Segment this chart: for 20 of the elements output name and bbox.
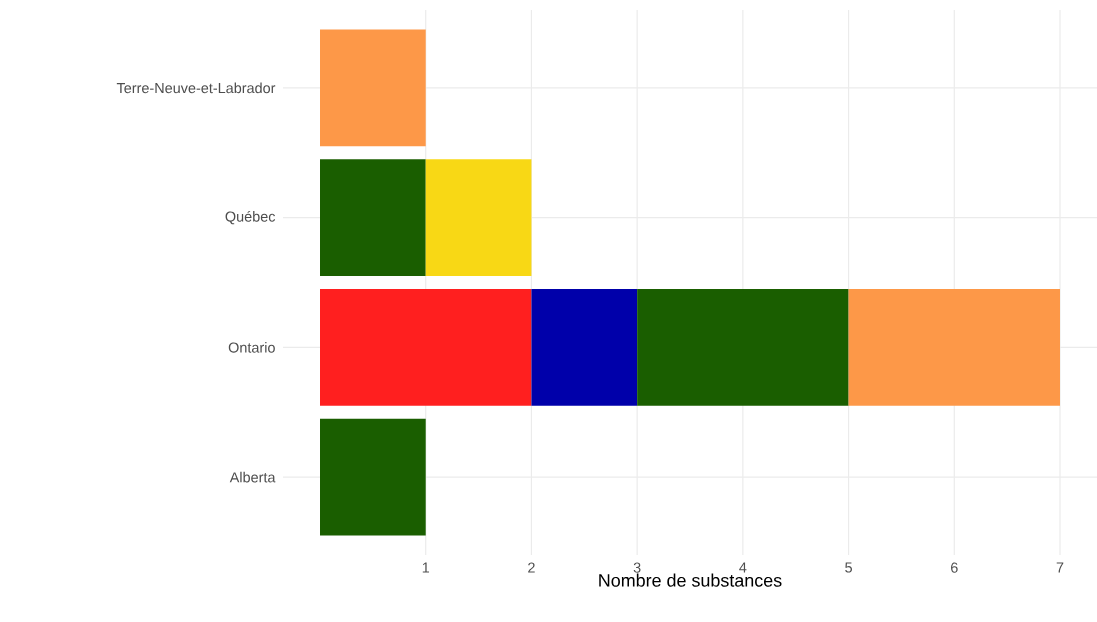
x-tick-label: 6 [951,562,958,573]
x-axis-title: Nombre de substances [599,573,782,587]
bar [425,159,532,277]
x-tick-label: 7 [1056,562,1064,573]
x-tick-label: 5 [845,562,852,573]
bar [320,418,426,536]
bar [531,288,638,406]
x-tick-label: 3 [633,562,641,573]
x-tick-label: 1 [422,562,430,573]
y-tick-label: Ontario [228,342,275,353]
y-tick-label: Québec [225,210,276,225]
bar [320,29,426,147]
bar [848,288,1060,406]
y-tick-label: Alberta [229,471,276,483]
bar [320,288,532,406]
bar [320,159,426,277]
x-tick-label: 2 [528,562,535,573]
bar [637,288,849,406]
y-tick-label: Terre-Neuve-et-Labrador [116,82,276,94]
x-tick-label: 4 [739,562,747,573]
